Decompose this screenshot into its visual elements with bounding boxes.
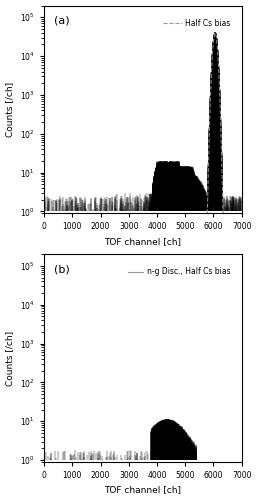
Y-axis label: Counts [/ch]: Counts [/ch] — [6, 82, 15, 137]
Text: (b): (b) — [54, 264, 70, 274]
Legend: n-g Disc., Half Cs bias: n-g Disc., Half Cs bias — [125, 264, 234, 280]
Y-axis label: Counts [/ch]: Counts [/ch] — [6, 330, 15, 386]
Legend: Half Cs bias: Half Cs bias — [160, 16, 234, 30]
Text: (a): (a) — [54, 16, 70, 26]
X-axis label: TOF channel [ch]: TOF channel [ch] — [104, 237, 181, 246]
X-axis label: TOF channel [ch]: TOF channel [ch] — [104, 486, 181, 494]
